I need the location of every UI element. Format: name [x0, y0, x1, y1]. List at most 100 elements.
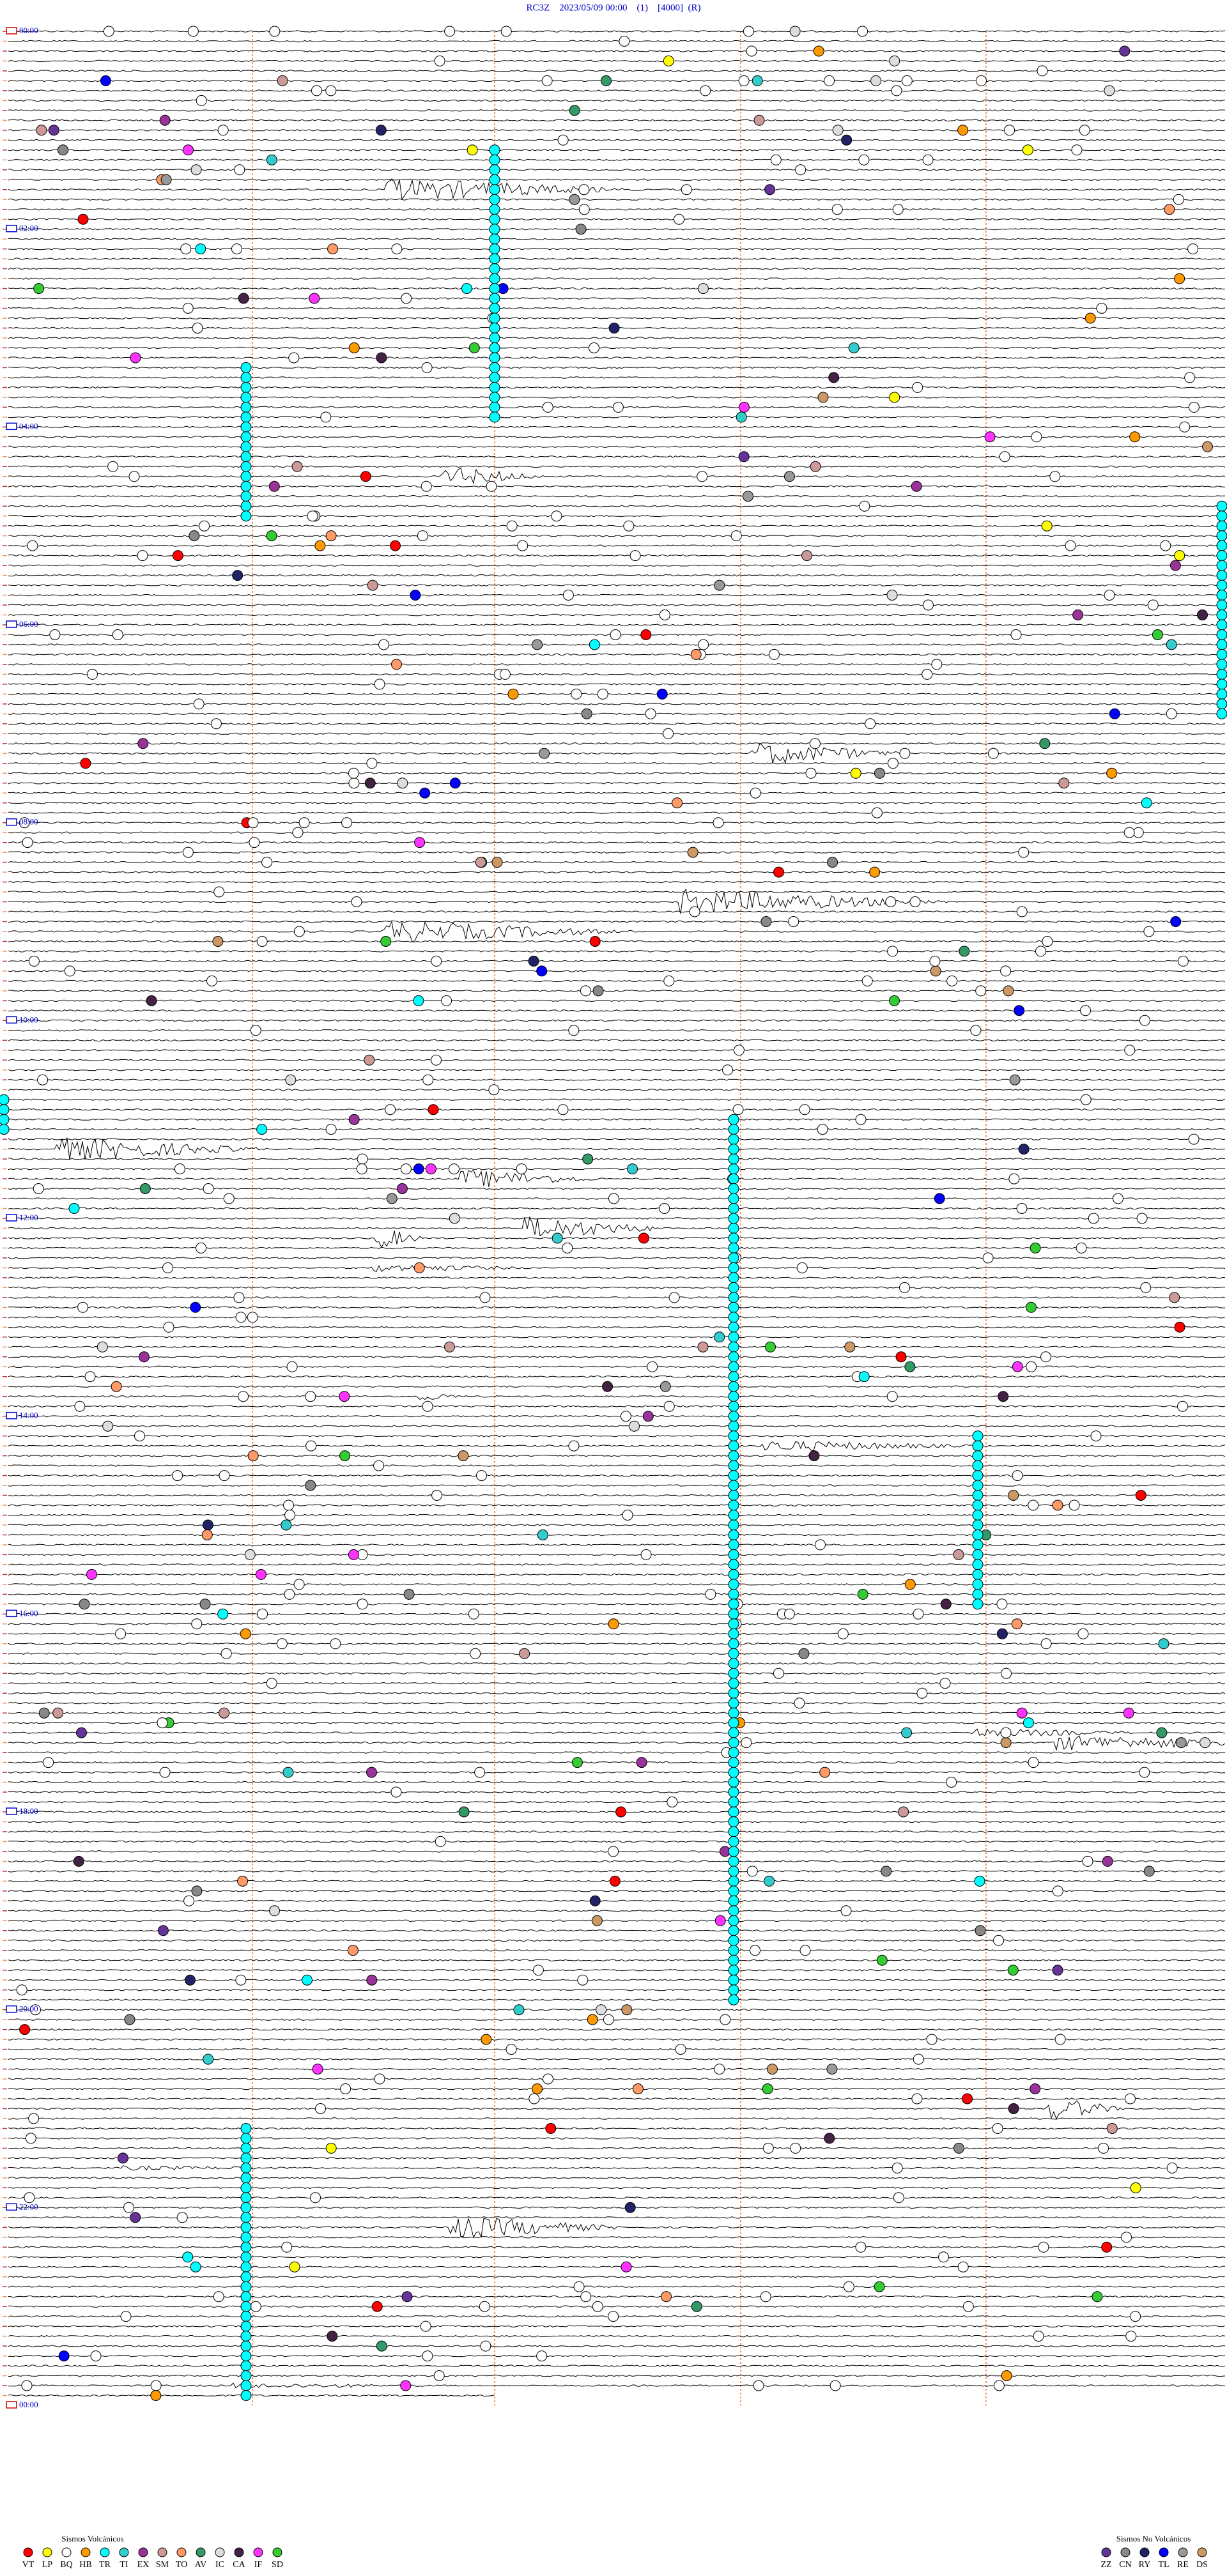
event-marker — [667, 1797, 678, 1807]
event-marker — [728, 1737, 739, 1749]
seismic-trace — [8, 811, 1226, 814]
seismic-trace — [8, 920, 1226, 942]
event-marker — [367, 579, 378, 591]
event-marker — [130, 352, 141, 364]
seismic-trace — [8, 1336, 1226, 1338]
seismic-trace — [8, 79, 1226, 82]
seismic-trace — [8, 1771, 1226, 1774]
event-marker — [182, 303, 194, 314]
event-marker — [831, 204, 843, 215]
event-marker — [1123, 827, 1135, 838]
event-marker — [111, 1381, 122, 1392]
seismic-trace — [8, 169, 1226, 171]
event-marker — [374, 2073, 385, 2085]
event-marker — [592, 985, 604, 997]
seismic-trace — [8, 2216, 1226, 2219]
event-marker — [728, 1480, 739, 1491]
seismic-trace — [8, 2018, 1226, 2021]
event-marker — [433, 2370, 445, 2381]
seismic-trace — [8, 2325, 1226, 2327]
event-marker — [467, 144, 478, 156]
event-marker — [891, 85, 902, 96]
seismic-trace — [8, 1988, 1226, 1991]
event-marker — [1018, 847, 1030, 858]
event-marker — [28, 955, 40, 967]
seismic-trace — [8, 1049, 1226, 1052]
event-marker — [1130, 2311, 1141, 2322]
event-marker — [848, 342, 860, 353]
event-marker — [826, 2064, 838, 2075]
event-marker — [449, 778, 461, 789]
event-marker — [916, 1687, 928, 1699]
event-marker — [728, 1252, 739, 1264]
seismic-trace — [8, 1296, 1226, 1299]
event-marker — [117, 2152, 128, 2164]
event-marker — [931, 659, 943, 670]
seismic-trace — [8, 1533, 1226, 1537]
seismic-trace — [8, 139, 1226, 142]
event-marker — [180, 243, 192, 255]
event-marker — [1158, 1638, 1169, 1650]
seismic-trace — [8, 1414, 1226, 1418]
event-marker — [250, 2301, 261, 2312]
event-marker — [489, 243, 500, 255]
legend-label: SM — [156, 2560, 169, 2570]
event-marker — [378, 639, 389, 650]
seismic-trace — [8, 1781, 1226, 1784]
event-marker — [608, 1193, 619, 1204]
seismic-trace — [8, 1169, 1226, 1187]
event-marker — [401, 2291, 413, 2303]
event-marker — [640, 1549, 652, 1560]
seismic-trace — [8, 1919, 1226, 1922]
event-marker — [1049, 471, 1061, 482]
event-marker — [185, 1974, 196, 1986]
hour-label: 10:00 — [19, 1015, 38, 1024]
hour-box — [6, 27, 17, 34]
seismic-trace — [8, 50, 1226, 52]
event-marker — [320, 411, 332, 423]
event-marker — [422, 1074, 434, 1085]
event-marker — [750, 1945, 760, 1956]
event-marker — [489, 224, 500, 235]
legend-marker — [1197, 2547, 1207, 2557]
event-marker — [43, 1757, 54, 1768]
event-marker — [663, 728, 674, 739]
hour-box — [6, 2005, 17, 2013]
event-marker — [690, 648, 702, 660]
seismic-trace — [8, 238, 1226, 240]
event-marker — [728, 1114, 739, 1125]
event-marker — [962, 2301, 974, 2312]
event-marker — [689, 906, 700, 917]
event-marker — [293, 1579, 305, 1590]
event-marker — [819, 1767, 831, 1778]
event-marker — [1173, 194, 1184, 205]
event-marker — [199, 520, 210, 532]
event-marker — [795, 164, 806, 176]
event-marker — [376, 2340, 387, 2352]
seismic-trace — [8, 1118, 1226, 1121]
seismic-trace — [8, 1504, 1226, 1506]
hour-box — [6, 2203, 17, 2211]
event-marker — [1156, 1727, 1168, 1738]
legend-marker — [157, 2547, 167, 2557]
seismic-trace — [8, 119, 1226, 122]
event-marker — [1016, 1707, 1028, 1719]
event-marker — [19, 2024, 31, 2035]
event-marker — [489, 204, 500, 215]
event-marker — [857, 1588, 868, 1600]
seismic-trace — [8, 1276, 1226, 1279]
event-marker — [289, 2261, 300, 2273]
event-marker — [1166, 708, 1177, 719]
seismic-trace — [8, 198, 1226, 201]
event-marker — [728, 1242, 739, 1254]
event-marker — [975, 1925, 986, 1936]
seismic-trace — [8, 525, 1226, 527]
event-marker — [489, 283, 500, 295]
event-marker — [728, 1747, 739, 1758]
event-marker — [441, 995, 452, 1006]
seismic-trace — [8, 2165, 1226, 2171]
event-marker — [929, 955, 941, 967]
event-marker — [728, 1499, 739, 1511]
event-marker — [728, 1915, 739, 1926]
event-marker — [240, 471, 252, 482]
